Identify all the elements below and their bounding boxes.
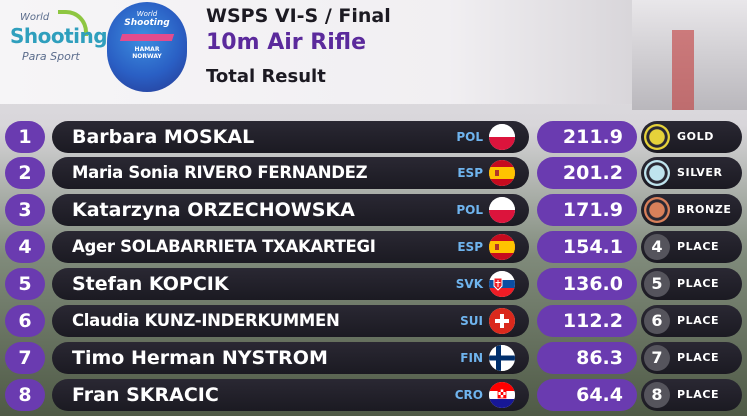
place-label: PLACE <box>677 388 720 401</box>
athlete-bar: Stefan KOPCIK SVK <box>52 268 529 300</box>
table-row: 3 Katarzyna ORZECHOWSKA POL 171.9 BRONZE <box>0 193 747 227</box>
place-badge: 8 PLACE <box>641 379 742 411</box>
noc-code: FIN <box>460 351 483 365</box>
rank-badge: 3 <box>5 194 45 226</box>
badge-line3: HAMAR <box>134 46 160 53</box>
athlete-name: Katarzyna ORZECHOWSKA <box>72 199 355 221</box>
athlete-bar: Katarzyna ORZECHOWSKA POL <box>52 194 529 226</box>
rank-badge: 8 <box>5 379 45 411</box>
rank-badge: 4 <box>5 231 45 263</box>
total-score: 171.9 <box>537 194 637 226</box>
place-number: 7 <box>644 345 670 371</box>
athlete-bar: Maria Sonia RIVERO FERNANDEZ ESP <box>52 157 529 189</box>
total-score: 64.4 <box>537 379 637 411</box>
athlete-bar: Claudia KUNZ-INDERKUMMEN SUI <box>52 305 529 337</box>
noc-code: SVK <box>455 277 483 291</box>
background-tent <box>632 0 747 110</box>
place-badge: 4 PLACE <box>641 231 742 263</box>
athlete-name: Ager SOLABARRIETA TXAKARTEGI <box>72 237 376 256</box>
event-title: WSPS VI-S / Final <box>206 5 391 27</box>
rank-badge: 1 <box>5 121 45 153</box>
total-score: 211.9 <box>537 121 637 153</box>
athlete-name: Barbara MOSKAL <box>72 126 255 148</box>
athlete-bar: Ager SOLABARRIETA TXAKARTEGI ESP <box>52 231 529 263</box>
rank-badge: 5 <box>5 268 45 300</box>
athlete-name: Claudia KUNZ-INDERKUMMEN <box>72 311 340 330</box>
table-row: 4 Ager SOLABARRIETA TXAKARTEGI ESP 154.1 4 PL… <box>0 230 747 264</box>
athlete-bar: Timo Herman NYSTROM FIN <box>52 342 529 374</box>
badge-stripe <box>119 34 175 41</box>
table-row: 8 Fran SKRACIC CRO 64.4 8 PLACE <box>0 378 747 412</box>
place-label: PLACE <box>677 277 720 290</box>
table-row: 2 Maria Sonia RIVERO FERNANDEZ ESP 201.2 SIL… <box>0 156 747 190</box>
championship-badge: World Shooting HAMAR NORWAY <box>107 2 187 92</box>
esp-flag-icon <box>489 234 515 260</box>
place-label: PLACE <box>677 351 720 364</box>
total-score: 201.2 <box>537 157 637 189</box>
athlete-name: Fran SKRACIC <box>72 384 219 406</box>
esp-flag-icon <box>489 160 515 186</box>
total-score: 86.3 <box>537 342 637 374</box>
total-score: 136.0 <box>537 268 637 300</box>
bronze-medal-icon <box>644 197 670 223</box>
discipline-title: 10m Air Rifle <box>206 30 366 55</box>
athlete-name: Timo Herman NYSTROM <box>72 347 328 369</box>
table-row: 1 Barbara MOSKAL POL 211.9 GOLD <box>0 120 747 154</box>
place-label: GOLD <box>677 130 714 143</box>
fin-flag-icon <box>489 345 515 371</box>
noc-code: POL <box>456 203 483 217</box>
place-number: 4 <box>644 234 670 260</box>
rank-badge: 6 <box>5 305 45 337</box>
place-badge: GOLD <box>641 121 742 153</box>
place-number: 6 <box>644 308 670 334</box>
logo-line1: World <box>20 12 50 23</box>
rank-badge: 7 <box>5 342 45 374</box>
athlete-bar: Fran SKRACIC CRO <box>52 379 529 411</box>
athlete-name: Stefan KOPCIK <box>72 273 229 295</box>
pol-flag-icon <box>489 124 515 150</box>
place-badge: 5 PLACE <box>641 268 742 300</box>
sui-flag-icon <box>489 308 515 334</box>
logo-line3: Para Sport <box>22 50 80 63</box>
total-score: 154.1 <box>537 231 637 263</box>
place-badge: SILVER <box>641 157 742 189</box>
place-badge: BRONZE <box>641 194 742 226</box>
athlete-name: Maria Sonia RIVERO FERNANDEZ <box>72 163 368 182</box>
noc-code: POL <box>456 130 483 144</box>
badge-line4: NORWAY <box>132 53 162 60</box>
result-subtitle: Total Result <box>206 66 326 87</box>
svk-flag-icon <box>489 271 515 297</box>
place-label: PLACE <box>677 240 720 253</box>
tent-stripe <box>672 30 694 110</box>
noc-code: ESP <box>457 166 483 180</box>
rank-badge: 2 <box>5 157 45 189</box>
cro-flag-icon <box>489 382 515 408</box>
place-label: BRONZE <box>677 203 732 216</box>
logo-arc <box>58 10 88 36</box>
pol-flag-icon <box>489 197 515 223</box>
silver-medal-icon <box>644 160 670 186</box>
place-badge: 6 PLACE <box>641 305 742 337</box>
noc-code: SUI <box>460 314 483 328</box>
badge-line2: Shooting <box>124 18 170 28</box>
place-number: 5 <box>644 271 670 297</box>
header: World Shooting Para Sport World Shooting… <box>0 0 747 110</box>
logo-line2: Shooting <box>10 24 108 48</box>
badge-line1: World <box>136 10 158 18</box>
noc-code: ESP <box>457 240 483 254</box>
place-label: PLACE <box>677 314 720 327</box>
table-row: 6 Claudia KUNZ-INDERKUMMEN SUI 112.2 6 PLACE <box>0 304 747 338</box>
table-row: 7 Timo Herman NYSTROM FIN 86.3 7 PLACE <box>0 341 747 375</box>
place-badge: 7 PLACE <box>641 342 742 374</box>
table-row: 5 Stefan KOPCIK SVK 136.0 5 PLACE <box>0 267 747 301</box>
place-number: 8 <box>644 382 670 408</box>
world-shooting-para-sport-logo: World Shooting Para Sport <box>6 10 108 68</box>
place-label: SILVER <box>677 166 723 179</box>
noc-code: CRO <box>454 388 483 402</box>
gold-medal-icon <box>644 124 670 150</box>
athlete-bar: Barbara MOSKAL POL <box>52 121 529 153</box>
total-score: 112.2 <box>537 305 637 337</box>
